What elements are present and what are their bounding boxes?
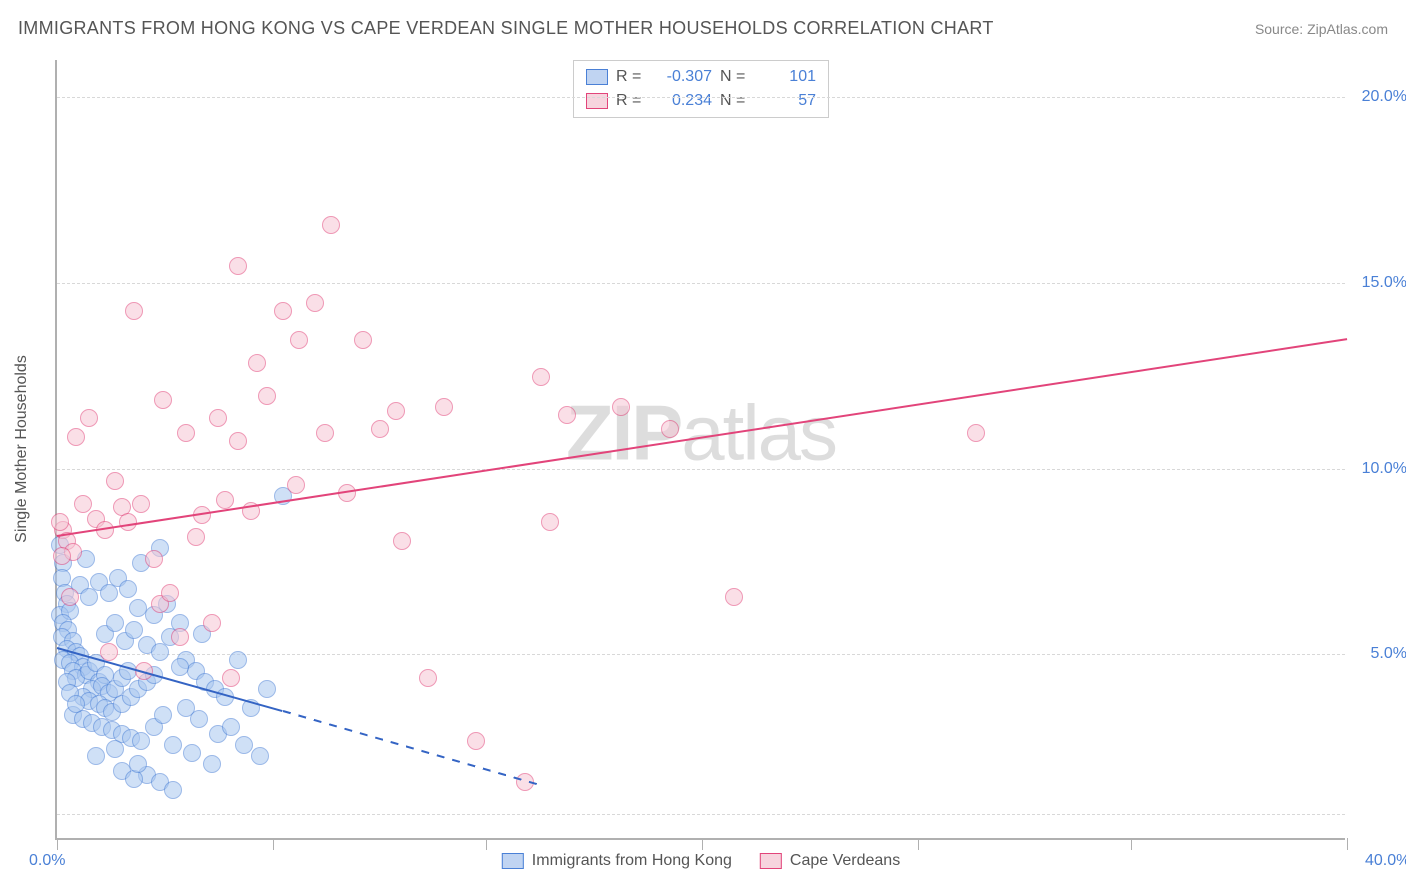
data-point-pink: [209, 409, 227, 427]
x-tick: [486, 838, 487, 850]
data-point-blue: [229, 651, 247, 669]
data-point-pink: [177, 424, 195, 442]
data-point-blue: [106, 614, 124, 632]
data-point-pink: [258, 387, 276, 405]
data-point-blue: [164, 781, 182, 799]
data-point-blue: [87, 747, 105, 765]
series-legend: Immigrants from Hong Kong Cape Verdeans: [502, 852, 900, 870]
x-tick: [918, 838, 919, 850]
data-point-pink: [467, 732, 485, 750]
legend-item-blue: Immigrants from Hong Kong: [502, 852, 732, 870]
x-tick: [1131, 838, 1132, 850]
y-tick-label: 5.0%: [1371, 645, 1406, 663]
swatch-pink-icon: [586, 93, 608, 109]
swatch-blue-icon: [586, 69, 608, 85]
data-point-pink: [216, 491, 234, 509]
data-point-pink: [371, 420, 389, 438]
y-tick-label: 20.0%: [1362, 88, 1406, 106]
data-point-blue: [235, 736, 253, 754]
data-point-blue: [106, 740, 124, 758]
x-tick: [273, 838, 274, 850]
swatch-pink-icon: [760, 853, 782, 869]
watermark: ZIPatlas: [566, 388, 836, 479]
data-point-pink: [132, 495, 150, 513]
data-point-blue: [132, 732, 150, 750]
gridline: [57, 814, 1345, 815]
correlation-legend: R = -0.307 N = 101 R = 0.234 N = 57: [573, 60, 829, 118]
data-point-pink: [316, 424, 334, 442]
data-point-pink: [725, 588, 743, 606]
x-tick-label: 40.0%: [1365, 852, 1406, 870]
data-point-pink: [125, 302, 143, 320]
title-bar: IMMIGRANTS FROM HONG KONG VS CAPE VERDEA…: [18, 18, 1388, 39]
data-point-pink: [532, 368, 550, 386]
data-point-blue: [67, 695, 85, 713]
data-point-blue: [222, 718, 240, 736]
x-tick: [57, 838, 58, 850]
data-point-blue: [203, 755, 221, 773]
data-point-blue: [258, 680, 276, 698]
data-point-pink: [541, 513, 559, 531]
data-point-pink: [145, 550, 163, 568]
data-point-pink: [203, 614, 221, 632]
data-point-pink: [161, 584, 179, 602]
gridline: [57, 654, 1345, 655]
data-point-pink: [67, 428, 85, 446]
y-tick-label: 15.0%: [1362, 274, 1406, 292]
data-point-pink: [51, 513, 69, 531]
legend-row-blue: R = -0.307 N = 101: [586, 65, 816, 89]
data-point-pink: [229, 257, 247, 275]
scatter-chart: Single Mother Households ZIPatlas R = -0…: [55, 60, 1345, 840]
y-axis-label: Single Mother Households: [13, 355, 31, 543]
data-point-pink: [322, 216, 340, 234]
data-point-pink: [53, 547, 71, 565]
data-point-pink: [274, 302, 292, 320]
data-point-pink: [74, 495, 92, 513]
source-label: Source: ZipAtlas.com: [1255, 21, 1388, 37]
legend-row-pink: R = 0.234 N = 57: [586, 89, 816, 113]
gridline: [57, 469, 1345, 470]
data-point-pink: [306, 294, 324, 312]
data-point-pink: [100, 643, 118, 661]
data-point-pink: [393, 532, 411, 550]
legend-item-pink: Cape Verdeans: [760, 852, 900, 870]
x-tick: [1347, 838, 1348, 850]
data-point-pink: [290, 331, 308, 349]
data-point-pink: [967, 424, 985, 442]
data-point-pink: [558, 406, 576, 424]
data-point-blue: [183, 744, 201, 762]
data-point-blue: [129, 755, 147, 773]
chart-title: IMMIGRANTS FROM HONG KONG VS CAPE VERDEA…: [18, 18, 994, 39]
gridline: [57, 97, 1345, 98]
data-point-pink: [661, 420, 679, 438]
data-point-blue: [119, 580, 137, 598]
data-point-pink: [287, 476, 305, 494]
data-point-pink: [435, 398, 453, 416]
data-point-pink: [419, 669, 437, 687]
data-point-pink: [354, 331, 372, 349]
gridline: [57, 283, 1345, 284]
data-point-pink: [387, 402, 405, 420]
data-point-pink: [171, 628, 189, 646]
data-point-blue: [190, 710, 208, 728]
data-point-pink: [229, 432, 247, 450]
x-tick-label: 0.0%: [29, 852, 65, 870]
data-point-pink: [154, 391, 172, 409]
data-point-pink: [612, 398, 630, 416]
data-point-pink: [187, 528, 205, 546]
data-point-blue: [164, 736, 182, 754]
data-point-pink: [106, 472, 124, 490]
data-point-blue: [154, 706, 172, 724]
x-tick: [702, 838, 703, 850]
data-point-blue: [251, 747, 269, 765]
data-point-pink: [61, 588, 79, 606]
data-point-blue: [171, 658, 189, 676]
data-point-blue: [125, 621, 143, 639]
data-point-pink: [80, 409, 98, 427]
data-point-pink: [248, 354, 266, 372]
y-tick-label: 10.0%: [1362, 460, 1406, 478]
trendline-blue-dashed: [282, 710, 541, 786]
data-point-pink: [222, 669, 240, 687]
swatch-blue-icon: [502, 853, 524, 869]
